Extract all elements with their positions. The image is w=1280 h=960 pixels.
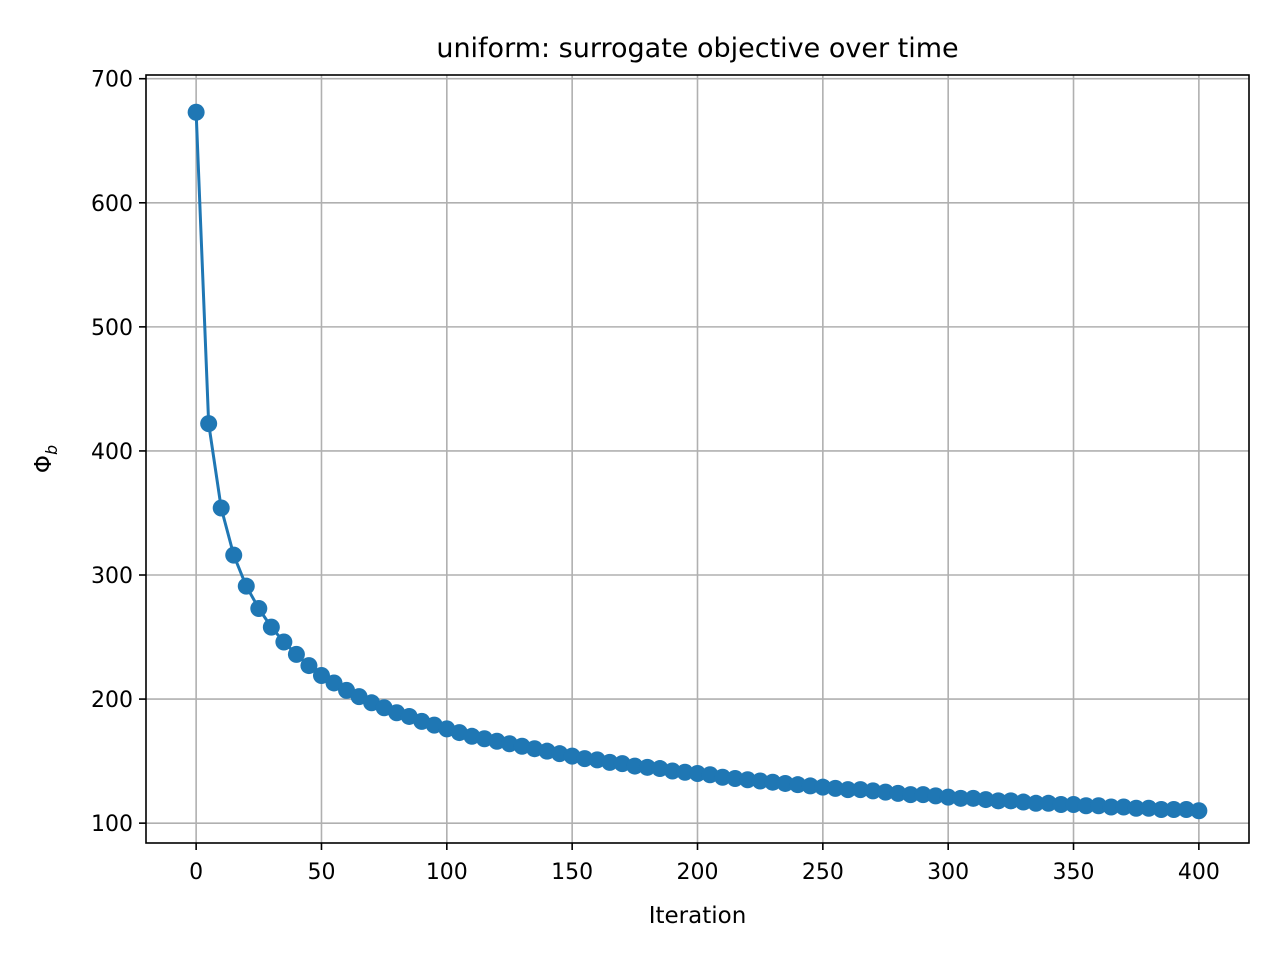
data-point: [187, 103, 205, 121]
y-tick-label: 300: [91, 564, 133, 589]
data-point: [663, 762, 681, 780]
data-point: [839, 781, 857, 799]
data-point: [1102, 798, 1120, 816]
data-point: [776, 774, 794, 792]
data-point: [726, 769, 744, 787]
grid-lines: [146, 75, 1249, 843]
data-point: [751, 772, 769, 790]
data-point: [927, 787, 945, 805]
data-point: [237, 577, 255, 595]
data-point: [1077, 797, 1095, 815]
data-point: [1039, 794, 1057, 812]
data-point: [262, 618, 280, 636]
x-tick-label: 150: [551, 860, 593, 885]
data-point: [576, 750, 594, 768]
x-tick-label: 300: [927, 860, 969, 885]
data-point: [638, 758, 656, 776]
data-point: [1065, 796, 1083, 814]
y-axis-label: Φb: [31, 445, 61, 473]
data-point: [864, 782, 882, 800]
x-tick-label: 250: [802, 860, 844, 885]
data-point: [275, 633, 293, 651]
data-point: [1152, 801, 1170, 819]
chart-title: uniform: surrogate objective over time: [436, 33, 958, 64]
data-point: [889, 784, 907, 802]
data-point: [814, 778, 832, 796]
x-tick-label: 400: [1178, 860, 1220, 885]
data-point: [1014, 793, 1032, 811]
data-point: [801, 777, 819, 795]
data-point: [212, 499, 230, 517]
y-tick-label: 600: [91, 192, 133, 217]
data-point: [200, 415, 218, 433]
data-point: [1052, 796, 1070, 814]
x-tick-label: 200: [677, 860, 719, 885]
data-point: [601, 753, 619, 771]
y-axis-label-symbol: Φ: [31, 455, 57, 473]
data-point: [300, 657, 318, 675]
data-point: [1165, 801, 1183, 819]
data-point: [1027, 794, 1045, 812]
data-point: [312, 667, 330, 685]
data-point: [764, 773, 782, 791]
data-point: [789, 776, 807, 794]
data-point: [952, 789, 970, 807]
data-point: [338, 681, 356, 699]
svg-text:Φb: Φb: [31, 445, 61, 473]
x-tick-label: 0: [189, 860, 203, 885]
data-point: [977, 791, 995, 809]
data-point: [325, 674, 343, 692]
y-tick-label: 700: [91, 68, 133, 93]
y-tick-label: 200: [91, 688, 133, 713]
data-point: [851, 781, 869, 799]
data-point: [689, 765, 706, 783]
data-point: [287, 645, 305, 663]
data-point: [914, 786, 932, 804]
x-tick-label: 350: [1053, 860, 1095, 885]
y-tick-label: 500: [91, 316, 133, 341]
data-point: [1127, 799, 1145, 817]
data-series: [187, 103, 1208, 820]
data-point: [826, 779, 844, 797]
y-axis-label-subscript: b: [42, 445, 61, 455]
data-point: [989, 792, 1007, 810]
data-point: [350, 688, 368, 706]
y-tick-label: 400: [91, 440, 133, 465]
data-point: [739, 771, 757, 789]
axis-ticks: 0 50 100 150 200 250 300 350 400 100 200 300 400 500 6…: [91, 68, 1220, 885]
plot-frame: [145, 74, 1250, 844]
x-axis-label: Iteration: [649, 903, 747, 929]
data-point: [1115, 798, 1133, 816]
data-point: [1002, 792, 1020, 810]
x-tick-label: 100: [426, 860, 468, 885]
data-point: [676, 763, 694, 781]
data-point: [964, 789, 982, 807]
data-point: [714, 768, 732, 786]
data-point: [225, 546, 243, 564]
data-point: [250, 600, 268, 618]
y-tick-label: 100: [91, 812, 133, 837]
data-point: [939, 788, 957, 806]
data-point: [877, 783, 895, 801]
data-point: [902, 786, 920, 804]
data-point: [1177, 801, 1195, 819]
x-tick-label: 50: [307, 860, 335, 885]
data-point: [1140, 799, 1158, 817]
data-point: [1190, 802, 1208, 820]
data-point: [1090, 797, 1108, 815]
data-point: [626, 757, 644, 775]
